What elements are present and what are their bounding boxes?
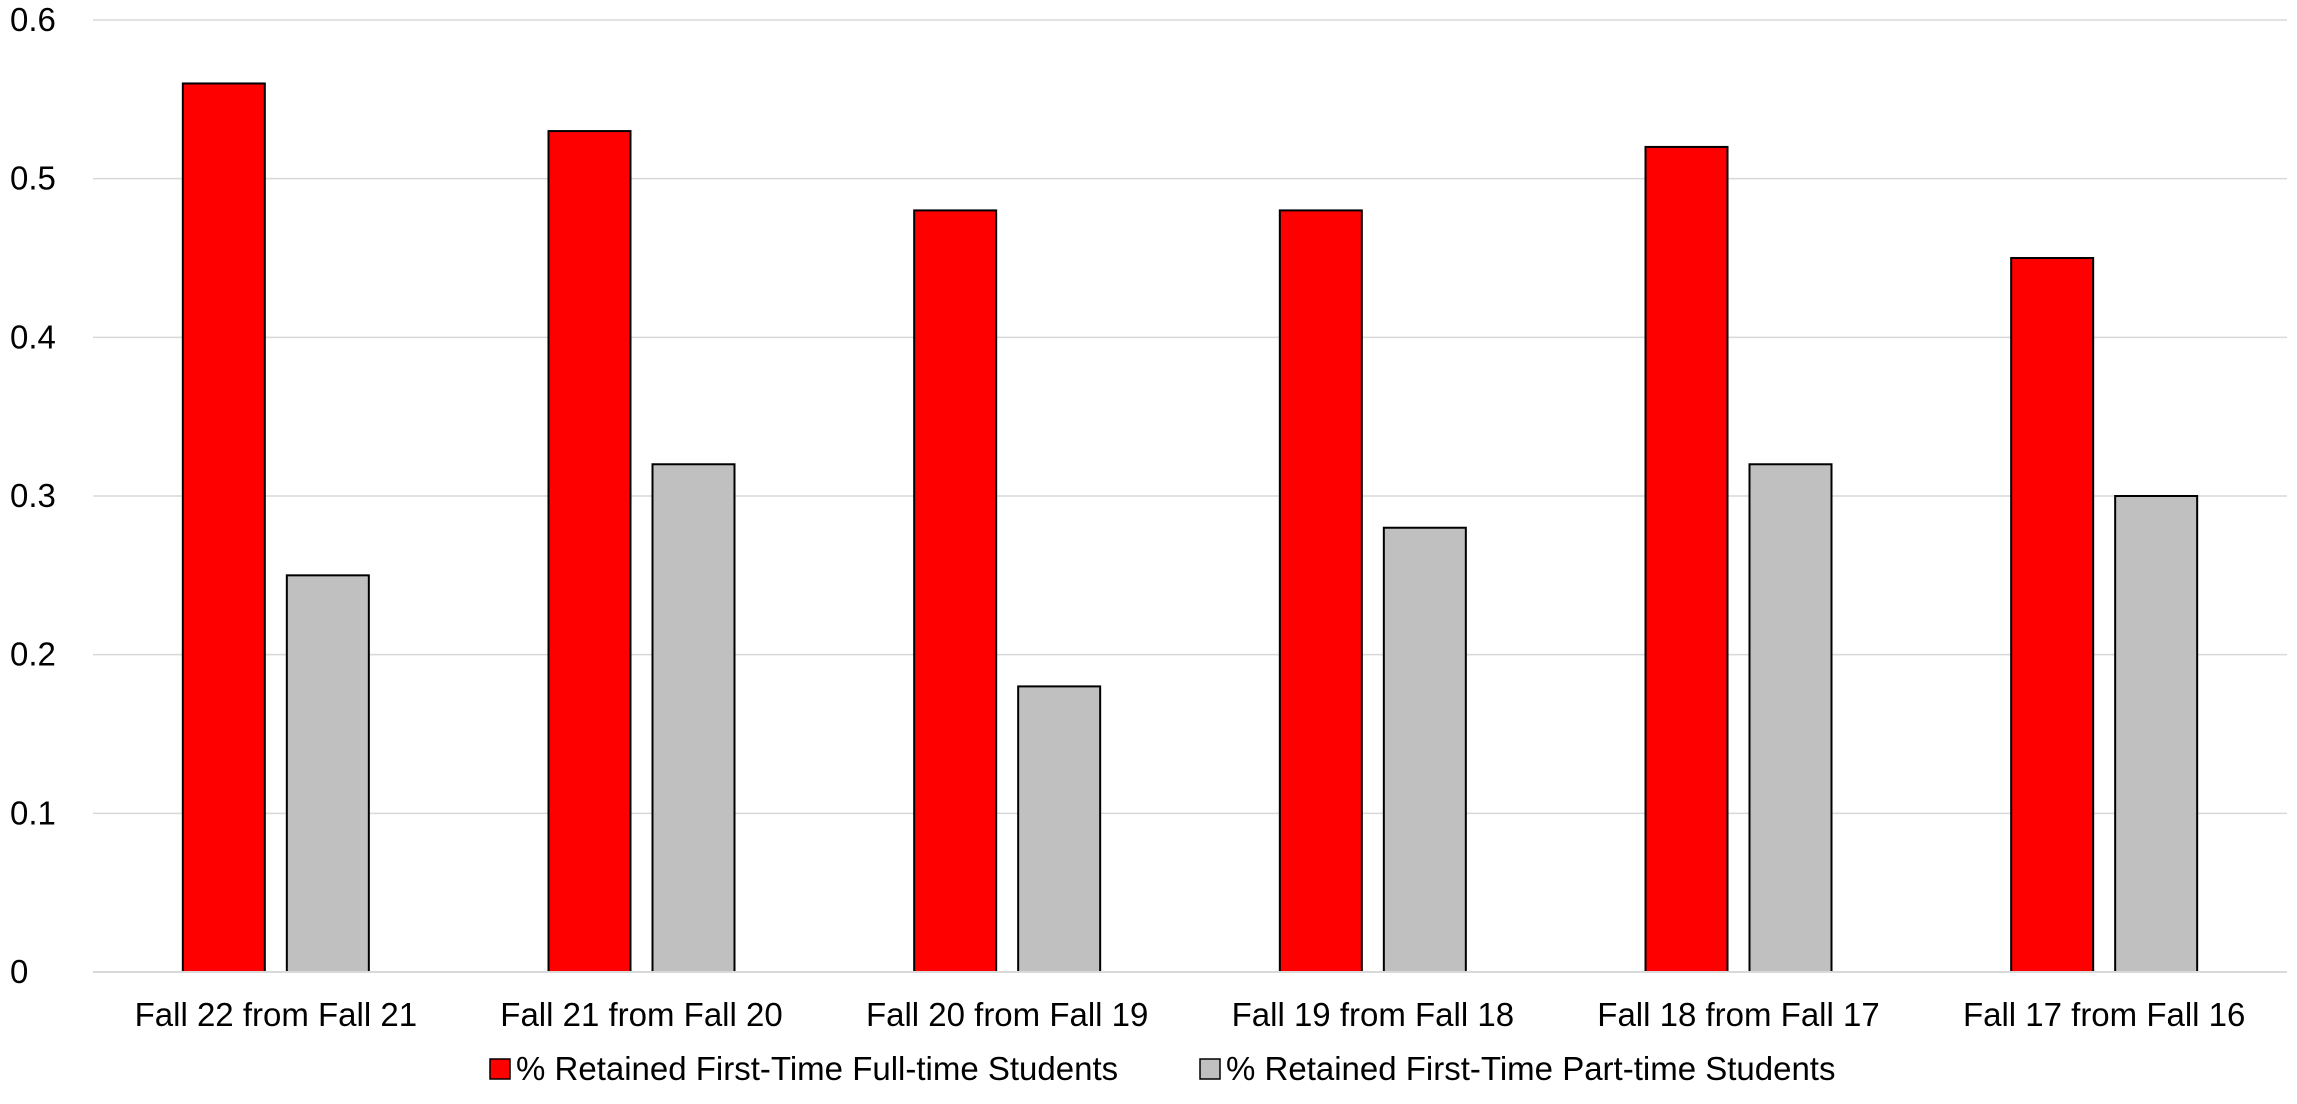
x-axis-category-labels: Fall 22 from Fall 21 Fall 21 from Fall 20…: [135, 996, 2246, 1033]
bar-series-2-3: [1017, 685, 1102, 974]
bar-series-1-4: [1278, 209, 1363, 973]
x-category-label: Fall 22 from Fall 21: [135, 996, 417, 1033]
x-category-label: Fall 17 from Fall 16: [1963, 996, 2245, 1033]
y-tick-label: 0.6: [10, 1, 56, 38]
bar-series-1-3: [913, 209, 998, 973]
y-tick-label: 0: [10, 953, 28, 990]
bar-series-1-6: [2010, 257, 2095, 973]
bar-series-1-5: [1644, 145, 1729, 973]
y-tick-label: 0.3: [10, 477, 56, 514]
y-tick-label: 0.4: [10, 318, 56, 355]
legend-label-1: % Retained First-Time Full-time Students: [516, 1050, 1118, 1087]
legend-swatch-1: [489, 1058, 511, 1080]
x-category-label: Fall 19 from Fall 18: [1232, 996, 1514, 1033]
y-axis-tick-labels: 0 0.1 0.2 0.3 0.4 0.5 0.6: [10, 1, 56, 990]
legend-label-2: % Retained First-Time Part-time Students: [1226, 1050, 1835, 1087]
y-tick-label: 0.1: [10, 794, 56, 831]
y-tick-label: 0.2: [10, 636, 56, 673]
legend-swatch-2: [1199, 1058, 1221, 1080]
bar-series-2-5: [1748, 463, 1833, 973]
legend: % Retained First-Time Full-time Students…: [489, 1050, 1835, 1087]
bar-series-2-4: [1382, 526, 1467, 973]
bar-series-2-2: [651, 463, 736, 973]
bars: [181, 82, 2199, 974]
bar-series-1-1: [181, 82, 266, 973]
x-category-label: Fall 18 from Fall 17: [1597, 996, 1879, 1033]
bar-series-2-6: [2114, 495, 2199, 973]
bar-series-1-2: [547, 130, 632, 974]
x-category-label: Fall 21 from Fall 20: [500, 996, 782, 1033]
gridlines: [93, 19, 2287, 815]
x-category-label: Fall 20 from Fall 19: [866, 996, 1148, 1033]
y-tick-label: 0.5: [10, 160, 56, 197]
bar-series-2-1: [285, 574, 370, 973]
